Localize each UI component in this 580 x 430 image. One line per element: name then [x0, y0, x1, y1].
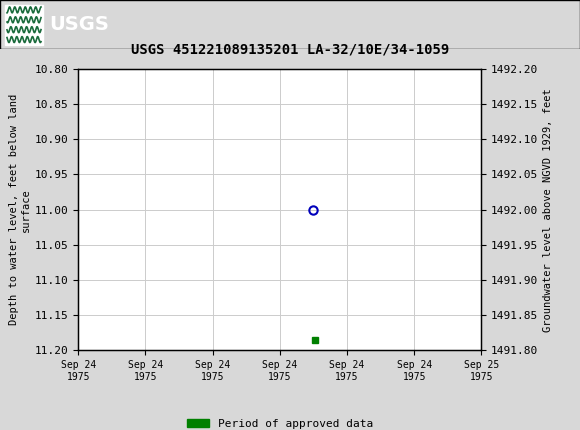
Text: USGS: USGS	[49, 15, 109, 34]
Text: USGS 451221089135201 LA-32/10E/34-1059: USGS 451221089135201 LA-32/10E/34-1059	[131, 43, 449, 57]
Legend: Period of approved data: Period of approved data	[182, 415, 378, 430]
Bar	[5, 5, 43, 45]
Y-axis label: Groundwater level above NGVD 1929, feet: Groundwater level above NGVD 1929, feet	[542, 88, 553, 332]
Y-axis label: Depth to water level, feet below land
surface: Depth to water level, feet below land su…	[9, 94, 31, 325]
